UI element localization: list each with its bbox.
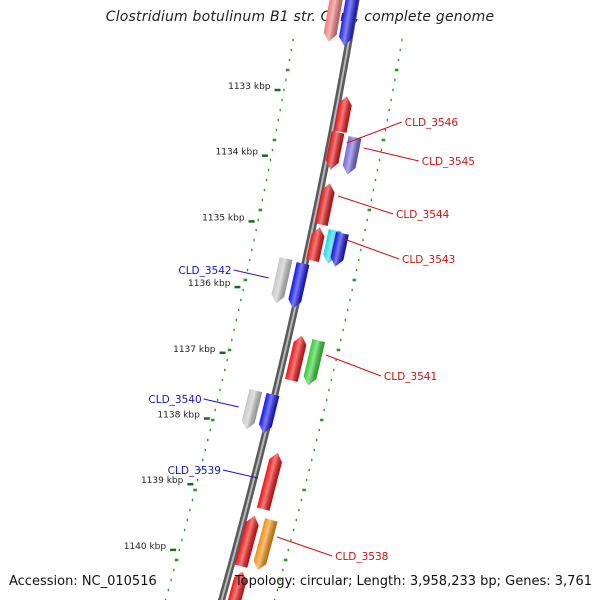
kbp-tick-label: 1136 kbp	[188, 279, 231, 289]
gene-arrow-shading	[314, 183, 335, 226]
gene-arrow-shading	[227, 571, 247, 600]
gene-labels: CLD_3546 CLD_3545 CLD_3544 CLD_3543 CLD_3542…	[148, 117, 475, 563]
gene-arrow-shading	[285, 335, 307, 382]
gene-arrow[interactable]	[227, 570, 249, 600]
gene-arrow-shading	[325, 131, 345, 170]
gene-arrow[interactable]	[333, 95, 354, 133]
gene-label-leader	[276, 536, 333, 557]
gene-arrow[interactable]	[338, 0, 360, 47]
gene-arrow[interactable]	[256, 451, 284, 511]
gene-label[interactable]: CLD_3544	[396, 209, 450, 221]
gene-arrow-shading	[323, 0, 344, 42]
gene-arrow[interactable]	[257, 393, 280, 435]
accession-text: Accession: NC_010516	[9, 574, 157, 589]
gene-arrow[interactable]	[324, 131, 345, 171]
gene-label-leader	[337, 195, 394, 215]
gene-arrow[interactable]	[329, 232, 349, 268]
gene-arrow[interactable]	[270, 257, 293, 305]
gene-arrow-shading	[303, 339, 326, 386]
gene-arrow[interactable]	[306, 226, 326, 262]
gene-arrow[interactable]	[240, 389, 263, 431]
kbp-tick-label: 1137 kbp	[173, 345, 216, 355]
gene-arrow-shading	[271, 257, 293, 304]
gene-label[interactable]: CLD_3546	[405, 117, 459, 129]
gene-arrow-shading	[330, 232, 349, 267]
gene-label-leader	[233, 269, 269, 279]
kbp-tick-label: 1139 kbp	[141, 476, 184, 486]
kbp-tick-label: 1138 kbp	[157, 411, 200, 421]
gene-features[interactable]	[227, 0, 362, 600]
gene-label-leader	[363, 147, 419, 162]
page-title: Clostridium botulinum B1 str. Okra, comp…	[105, 9, 495, 25]
kbp-tick-label: 1135 kbp	[202, 213, 245, 223]
kbp-tick-marks: 1133 kbp 1134 kbp 1135 kbp 1136 kbp 1137 kbp…	[124, 82, 281, 552]
gene-label-leader	[222, 469, 259, 479]
gene-arrow-shading	[234, 515, 259, 568]
gene-label[interactable]: CLD_3540	[148, 394, 201, 406]
gene-label[interactable]: CLD_3541	[384, 371, 437, 383]
gene-label-leader	[325, 354, 382, 377]
gene-arrow[interactable]	[341, 136, 362, 176]
kbp-tick-label: 1134 kbp	[216, 148, 259, 158]
gene-arrow-shading	[288, 262, 310, 309]
kbp-tick-label: 1133 kbp	[228, 82, 271, 92]
gc-dot-tracks	[164, 38, 403, 600]
gene-label[interactable]: CLD_3539	[168, 465, 221, 477]
gene-arrow[interactable]	[302, 339, 326, 387]
gene-label[interactable]: CLD_3543	[402, 254, 455, 266]
gene-arrow[interactable]	[322, 0, 344, 43]
gene-arrow-shading	[339, 0, 360, 46]
gene-arrow-shading	[253, 518, 278, 571]
gene-arrow-shading	[242, 389, 263, 430]
gene-arrow-shading	[333, 96, 352, 133]
gene-arrow[interactable]	[285, 334, 308, 382]
gene-arrow-shading	[256, 452, 282, 511]
gene-label[interactable]: CLD_3545	[422, 156, 475, 168]
gene-arrow-shading	[259, 393, 280, 434]
gene-label-leader	[343, 238, 400, 260]
gene-label[interactable]: CLD_3538	[335, 551, 388, 563]
gene-label-leader	[346, 121, 402, 144]
gene-label-leader	[203, 398, 239, 408]
gene-arrow[interactable]	[252, 518, 278, 572]
gene-arrow[interactable]	[287, 262, 310, 310]
gene-arrow[interactable]	[234, 514, 261, 568]
gene-arrow-shading	[306, 227, 325, 262]
gene-arrow-shading	[342, 136, 362, 175]
gene-arrow[interactable]	[314, 182, 336, 226]
kbp-tick-label: 1140 kbp	[124, 542, 167, 552]
topology-text: Topology: circular; Length: 3,958,233 bp…	[234, 574, 592, 589]
gene-label[interactable]: CLD_3542	[178, 265, 231, 277]
